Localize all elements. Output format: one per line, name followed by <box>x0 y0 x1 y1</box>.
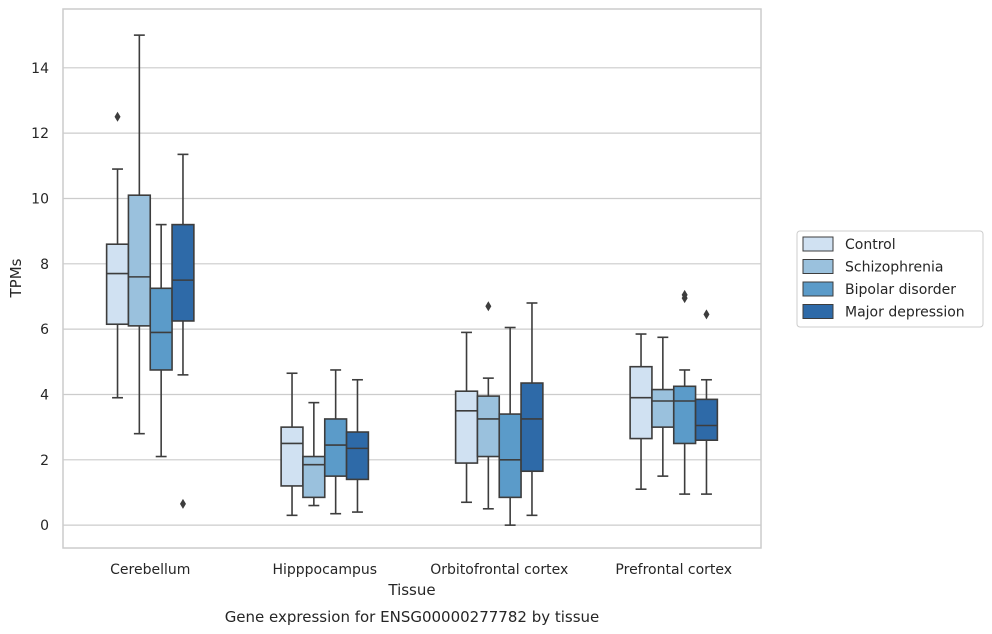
legend-label: Schizophrenia <box>845 260 943 276</box>
box-groups <box>105 34 719 526</box>
legend-frame <box>796 230 984 328</box>
box <box>694 309 719 495</box>
outlier-point <box>703 309 710 320</box>
y-tick-label: 0 <box>40 518 49 534</box>
box-iqr <box>651 388 675 428</box>
outlier-point <box>114 111 121 122</box>
box-iqr <box>302 455 326 499</box>
legend-swatch <box>802 304 834 319</box>
y-tick-label: 2 <box>40 453 49 469</box>
y-tick-label: 14 <box>31 61 49 77</box>
box-iqr <box>520 382 544 473</box>
plot-frame <box>62 8 762 549</box>
box <box>302 401 326 507</box>
box <box>629 333 653 491</box>
outlier-point <box>681 289 688 300</box>
x-tick-label: Cerebellum <box>110 562 190 578</box>
legend-label: Bipolar disorder <box>845 282 956 298</box>
outlier-point <box>179 498 186 509</box>
x-axis-title: Tissue <box>387 581 435 599</box>
y-tick-label: 4 <box>40 387 49 403</box>
box-iqr <box>323 418 348 477</box>
y-tick-label: 12 <box>31 126 49 142</box>
x-tick-label: Orbitofrontal cortex <box>430 562 568 578</box>
box <box>651 336 675 477</box>
box-iqr <box>454 390 479 464</box>
box-iqr <box>498 413 522 499</box>
box <box>345 378 370 513</box>
y-tick-label: 6 <box>40 322 49 338</box>
legend: Control Schizophrenia Bipolar disorder Majo… <box>796 230 984 328</box>
y-tick-label: 10 <box>31 191 49 207</box>
box-iqr <box>345 431 370 481</box>
y-tick-labels: 0 2 4 6 8 10 12 14 <box>31 61 49 534</box>
box <box>454 331 479 504</box>
box <box>105 111 130 399</box>
box-iqr <box>476 395 501 458</box>
legend-swatch <box>802 259 834 274</box>
legend-label: Control <box>845 237 896 253</box>
box-iqr <box>127 194 152 327</box>
box <box>520 302 544 517</box>
box <box>127 34 152 435</box>
box <box>280 372 304 517</box>
legend-label: Major depression <box>845 305 965 321</box>
x-tick-label: Prefrontal cortex <box>615 562 732 578</box>
box <box>498 326 522 526</box>
legend-swatch <box>802 236 834 252</box>
y-axis-title: TPMs <box>7 258 25 298</box>
y-tick-label: 8 <box>40 257 49 273</box>
box-iqr <box>105 243 130 326</box>
box <box>323 369 348 515</box>
legend-swatch <box>802 281 834 297</box>
x-tick-label: Hipppocampus <box>272 562 377 578</box>
box-iqr <box>629 365 653 440</box>
box <box>476 301 501 510</box>
outlier-point <box>485 301 492 312</box>
box <box>672 289 697 495</box>
box-iqr <box>280 426 304 487</box>
x-tick-labels: Cerebellum Hipppocampus Orbitofrontal cort… <box>110 562 732 578</box>
box-iqr <box>149 287 173 371</box>
box <box>149 223 173 458</box>
box-iqr <box>672 385 697 445</box>
box <box>171 153 195 509</box>
box-iqr <box>694 398 719 442</box>
box-iqr <box>171 223 195 322</box>
chart-caption: Gene expression for ENSG00000277782 by t… <box>225 608 600 626</box>
